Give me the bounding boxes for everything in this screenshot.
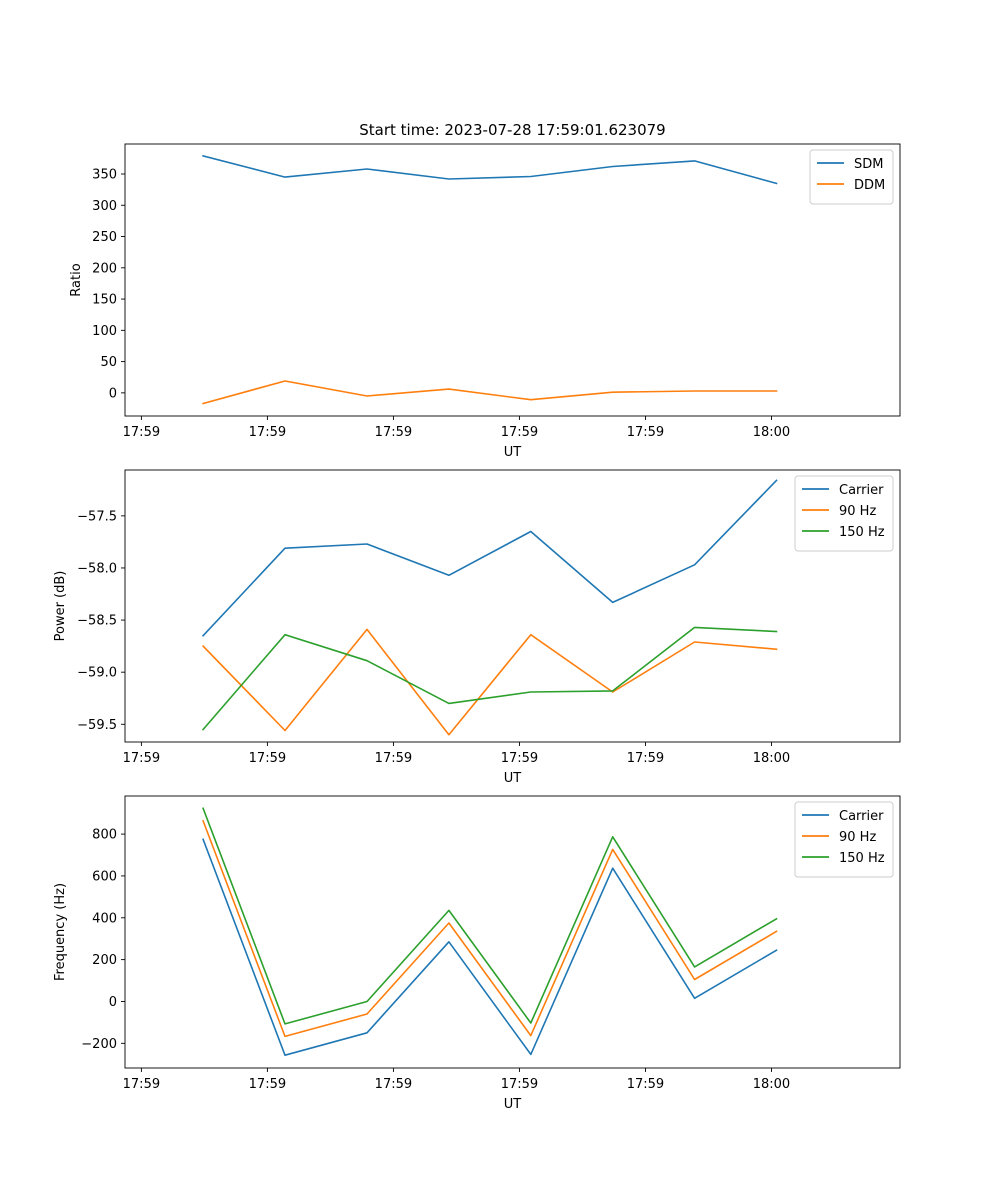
series-line-carrier bbox=[202, 838, 778, 1056]
x-tick-label: 17:59 bbox=[501, 425, 538, 440]
y-tick-label: 0 bbox=[109, 386, 117, 401]
legend-box bbox=[794, 801, 894, 878]
x-tick-label: 17:59 bbox=[627, 425, 664, 440]
y-tick-label: −58.0 bbox=[77, 561, 117, 576]
series-line-sdm bbox=[202, 154, 778, 185]
y-tick-label: 150 bbox=[92, 293, 117, 308]
y-tick-label: −59.0 bbox=[77, 666, 117, 681]
x-tick-label: 17:59 bbox=[249, 425, 286, 440]
x-tick-label: 17:59 bbox=[249, 1077, 286, 1092]
legend-box bbox=[794, 475, 894, 552]
x-tick-label: 17:59 bbox=[375, 425, 412, 440]
x-tick-label: 18:00 bbox=[753, 751, 790, 766]
x-tick-label: 17:59 bbox=[501, 1077, 538, 1092]
legend-label: Carrier bbox=[839, 809, 884, 824]
x-tick-label: 18:00 bbox=[753, 1077, 790, 1092]
legend-label: 90 Hz bbox=[839, 830, 876, 845]
series-line-150-hz bbox=[201, 626, 778, 731]
legend: Carrier 90 Hz 150 Hz bbox=[794, 475, 894, 552]
chart-panel-3: 17:59 17:59 17:59 17:59 17:59 18:00 UT −200 0 200… bbox=[53, 795, 901, 1112]
x-tick-label: 17:59 bbox=[123, 751, 160, 766]
x-tick-label: 17:59 bbox=[123, 1077, 160, 1092]
plot-frame bbox=[124, 795, 901, 1069]
legend-label: SDM bbox=[854, 157, 883, 172]
y-tick-label: 200 bbox=[92, 261, 117, 276]
y-tick-label: 100 bbox=[92, 324, 117, 339]
y-tick-label: −200 bbox=[81, 1037, 117, 1052]
y-tick-label: −57.5 bbox=[77, 509, 117, 524]
x-tick-label: 17:59 bbox=[123, 425, 160, 440]
y-tick-label: 600 bbox=[92, 869, 117, 884]
y-tick-label: 300 bbox=[92, 199, 117, 214]
series-line-150-hz bbox=[202, 807, 778, 1025]
legend-label: 150 Hz bbox=[839, 851, 885, 866]
series-line-90-hz bbox=[201, 628, 778, 736]
legend: SDM DDM bbox=[809, 149, 894, 205]
x-tick-label: 17:59 bbox=[375, 1077, 412, 1092]
y-tick-label: −59.5 bbox=[77, 718, 117, 733]
x-tick-label: 17:59 bbox=[627, 751, 664, 766]
x-axis-label: UT bbox=[504, 771, 522, 786]
chart-panel-2: 17:59 17:59 17:59 17:59 17:59 18:00 UT −59.5 −59… bbox=[53, 469, 901, 786]
legend-label: 150 Hz bbox=[839, 525, 885, 540]
x-tick-label: 17:59 bbox=[375, 751, 412, 766]
plot-frame bbox=[124, 143, 901, 417]
x-axis-label: UT bbox=[504, 445, 522, 460]
y-tick-label: 350 bbox=[92, 168, 117, 183]
y-tick-label: 800 bbox=[92, 828, 117, 843]
legend: Carrier 90 Hz 150 Hz bbox=[794, 801, 894, 878]
x-axis-label: UT bbox=[504, 1097, 522, 1112]
y-tick-label: 250 bbox=[92, 230, 117, 245]
y-tick-label: 400 bbox=[92, 911, 117, 926]
y-axis-label: Frequency (Hz) bbox=[53, 883, 68, 981]
series-line-carrier bbox=[201, 479, 778, 637]
y-axis-label: Ratio bbox=[69, 263, 84, 296]
series-line-90-hz bbox=[202, 819, 778, 1038]
legend-label: Carrier bbox=[839, 483, 884, 498]
legend-label: 90 Hz bbox=[839, 504, 876, 519]
series-line-ddm bbox=[202, 380, 778, 405]
y-tick-label: 50 bbox=[100, 355, 117, 370]
y-axis-label: Power (dB) bbox=[53, 571, 68, 642]
legend-label: DDM bbox=[854, 178, 885, 193]
y-tick-label: 200 bbox=[92, 953, 117, 968]
x-tick-label: 17:59 bbox=[249, 751, 286, 766]
x-tick-label: 17:59 bbox=[627, 1077, 664, 1092]
plot-frame bbox=[124, 469, 901, 743]
x-tick-label: 18:00 bbox=[753, 425, 790, 440]
chart-panel-1: Start time: 2023-07-28 17:59:01.623079 17… bbox=[69, 121, 901, 460]
y-tick-label: 0 bbox=[109, 995, 117, 1010]
y-tick-label: −58.5 bbox=[77, 614, 117, 629]
x-tick-label: 17:59 bbox=[501, 751, 538, 766]
chart-title: Start time: 2023-07-28 17:59:01.623079 bbox=[359, 121, 665, 139]
